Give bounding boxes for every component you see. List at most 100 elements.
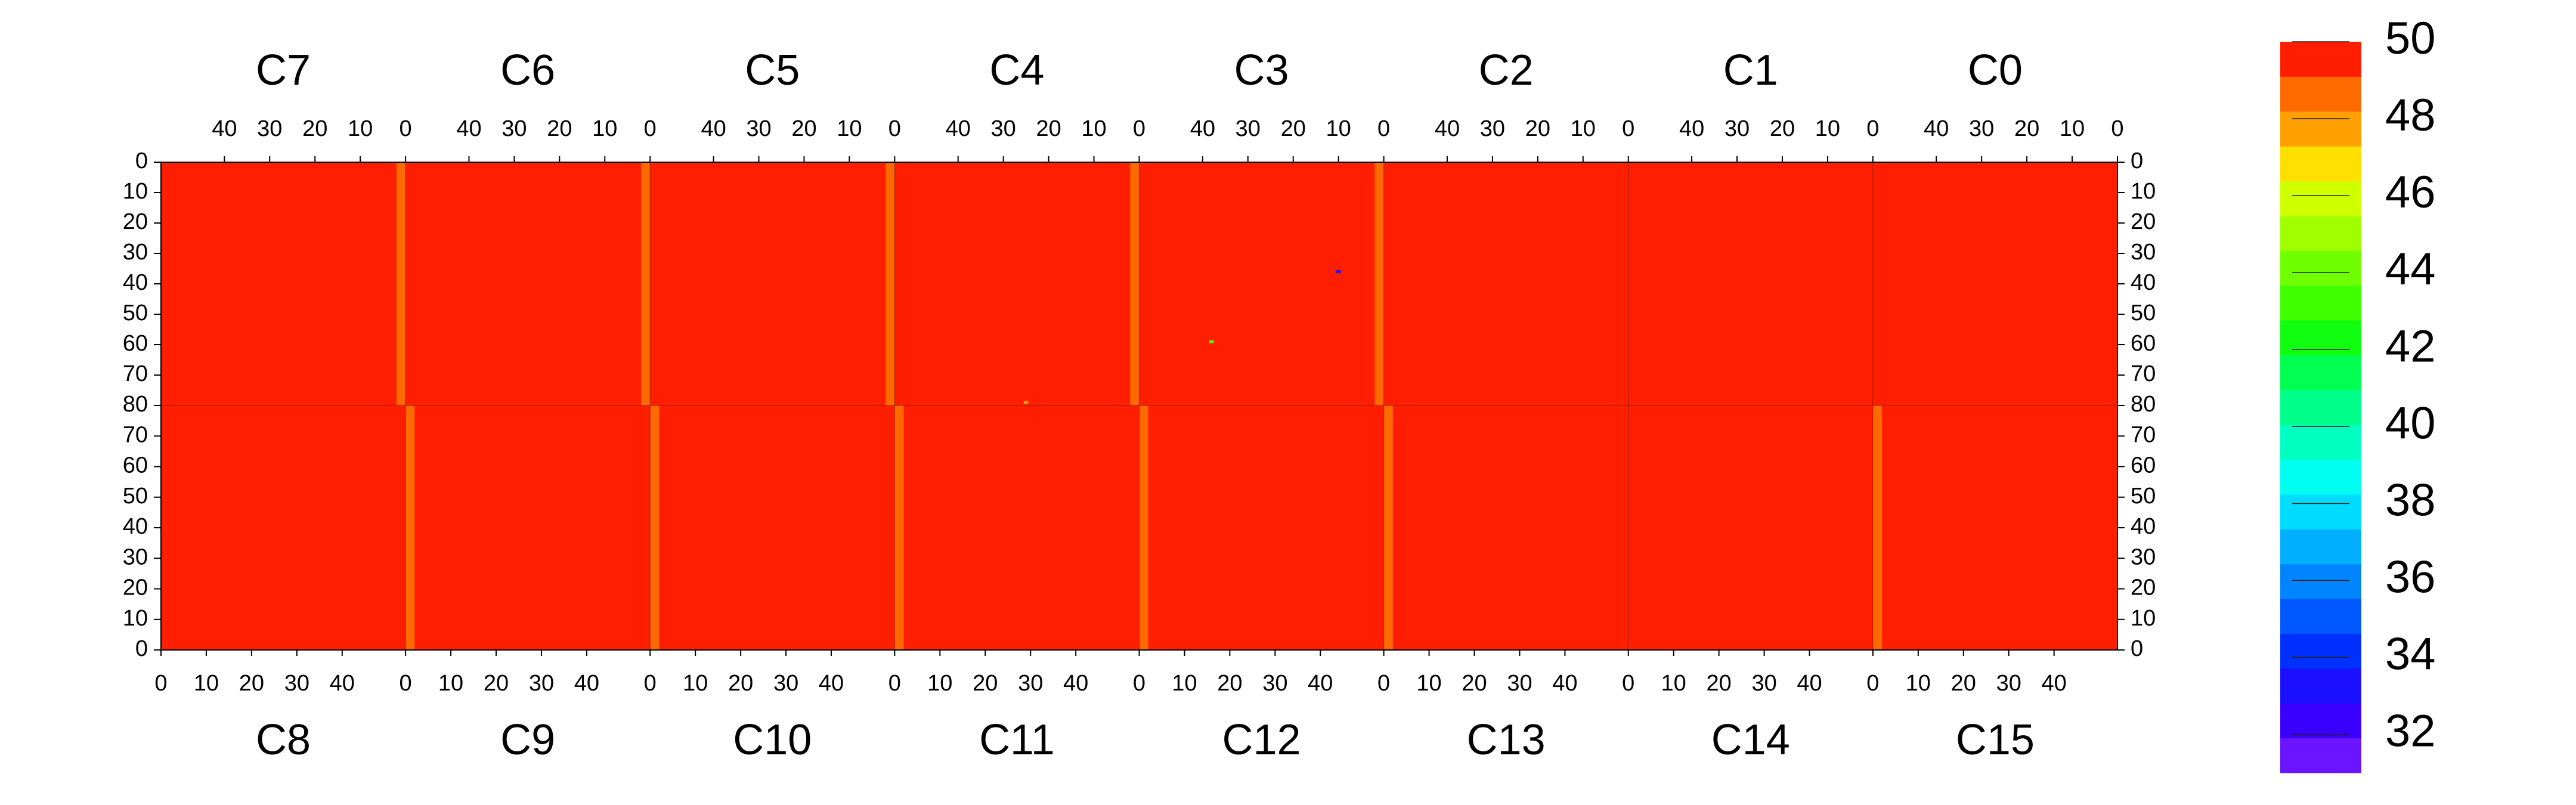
edge-column [1139,405,1148,650]
edge-column [641,162,651,405]
x-tick-label: 40 [1797,671,1822,696]
x-tick-label: 40 [1308,671,1333,696]
x-tick-label: 10 [438,671,463,696]
x-tick-label: 20 [1525,116,1550,141]
x-tick-label: 30 [1236,116,1261,141]
y-tick-label: 60 [2131,453,2156,478]
y-tick-label: 40 [123,514,148,539]
y-tick-label: 30 [123,544,148,569]
edge-column [1374,162,1384,405]
x-tick-label: 20 [791,116,816,141]
x-tick-label: 20 [728,671,753,696]
colorbar-band [2280,111,2361,147]
colorbar-band [2280,285,2361,321]
edge-column [2108,162,2117,405]
colorbar-band [2280,146,2361,182]
y-tick-label: 0 [2131,636,2143,661]
y-tick-label: 0 [135,148,148,174]
y-tick-label: 20 [123,209,148,234]
colorbar-band [2280,425,2361,460]
panel-label: C6 [500,47,555,94]
edge-column [1863,162,1873,405]
y-tick-label: 20 [123,575,148,600]
colorbar-label: 44 [2385,244,2436,295]
x-tick-label: 40 [946,116,971,141]
x-tick-label: 20 [2014,116,2039,141]
x-tick-label: 10 [592,116,617,141]
x-tick-label: 30 [1996,671,2021,696]
x-tick-label: 30 [1507,671,1532,696]
y-tick-label: 60 [123,331,148,356]
x-tick-label: 10 [348,116,373,141]
colorbar-band [2280,738,2361,773]
x-tick-label: 40 [701,116,726,141]
edge-column [650,405,660,650]
x-tick-label: 30 [1018,671,1043,696]
x-tick-label: 10 [837,116,862,141]
edge-column [886,162,895,405]
x-tick-label: 30 [1969,116,1994,141]
panel-label: C2 [1479,47,1534,94]
panel-label: C4 [989,47,1044,94]
y-tick-label: 80 [2131,392,2156,417]
plot-frame [160,162,2118,651]
edge-column [396,162,406,405]
edge-column [1383,405,1393,650]
colorbar-band [2280,181,2361,216]
x-tick-label: 20 [547,116,572,141]
colorbar-band [2280,529,2361,565]
y-tick-label: 30 [123,240,148,265]
x-tick-label: 10 [1172,671,1197,696]
panel-label: C1 [1723,47,1778,94]
y-tick-label: 80 [123,392,148,417]
x-tick-label: 40 [1190,116,1215,141]
colorbar-band [2280,250,2361,286]
x-tick-label: 30 [1262,671,1287,696]
x-tick-label: 30 [991,116,1016,141]
x-tick-label: 30 [746,116,771,141]
x-tick-label: 40 [212,116,237,141]
x-tick-label: 10 [1906,671,1931,696]
panel-label: C14 [1711,716,1790,764]
y-tick-label: 10 [123,606,148,631]
x-tick-label: 0 [400,116,412,141]
x-tick-label: 0 [1377,116,1390,141]
x-tick-label: 0 [2111,116,2123,141]
x-tick-label: 20 [1036,116,1061,141]
x-tick-label: 0 [1866,671,1879,696]
x-tick-label: 30 [1724,116,1750,141]
x-tick-label: 0 [1622,671,1634,696]
colorbar-label: 32 [2385,706,2436,757]
x-tick-label: 0 [1622,116,1634,141]
colorbar-label: 36 [2385,552,2436,602]
colorbar-label: 48 [2385,90,2436,141]
y-tick-label: 70 [2131,422,2156,447]
x-tick-label: 30 [1751,671,1776,696]
colorbar-label: 40 [2385,398,2436,448]
y-tick-label: 70 [123,361,148,386]
panel-label: C15 [1956,716,2035,764]
x-tick-label: 0 [400,671,412,696]
x-tick-label: 20 [302,116,327,141]
x-tick-label: 40 [574,671,599,696]
x-tick-label: 10 [1571,116,1596,141]
y-tick-label: 50 [2131,484,2156,509]
y-tick-label: 30 [2131,240,2156,265]
panel-label: C11 [979,716,1055,764]
x-tick-label: 0 [888,116,901,141]
x-tick-label: 40 [456,116,481,141]
x-tick-label: 40 [1063,671,1088,696]
x-tick-label: 0 [1133,116,1145,141]
x-tick-label: 0 [644,116,657,141]
colorbar-band [2280,599,2361,634]
y-tick-label: 70 [2131,361,2156,386]
colorbar-band [2280,459,2361,495]
panel-label: C12 [1222,716,1301,764]
y-tick-label: 40 [123,270,148,295]
x-tick-label: 10 [1815,116,1840,141]
x-tick-label: 30 [501,116,527,141]
x-tick-label: 30 [257,116,282,141]
colorbar-label: 38 [2385,475,2436,525]
y-tick-label: 30 [2131,544,2156,569]
